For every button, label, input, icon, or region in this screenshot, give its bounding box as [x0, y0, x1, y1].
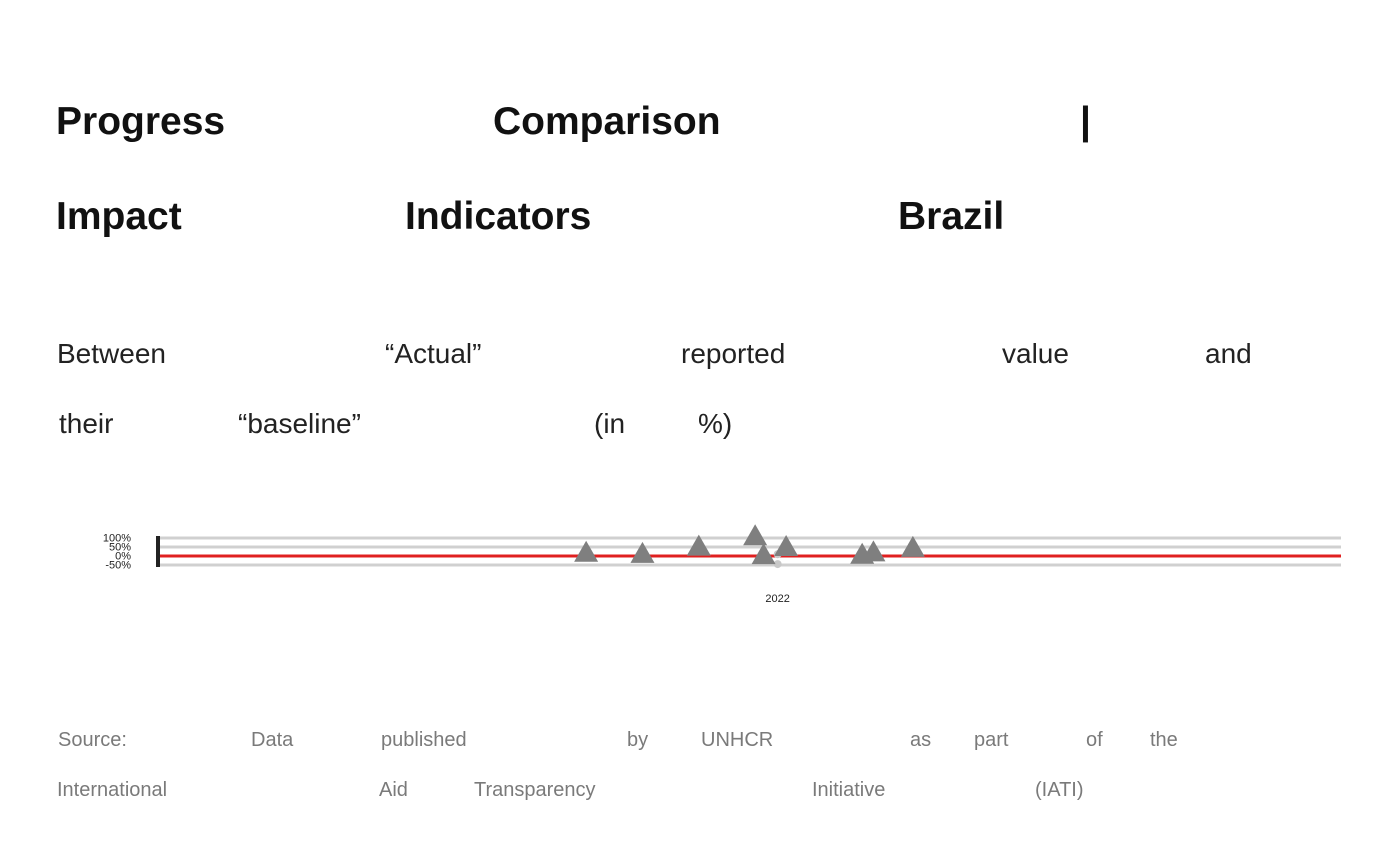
data-point-triangle — [630, 541, 655, 563]
title-word-3: | — [1080, 100, 1091, 143]
source-word-1: Source: — [58, 729, 127, 751]
data-point-triangle — [774, 535, 799, 556]
subtitle-word-1: Between — [57, 338, 166, 369]
subtitle-word-4: value — [1002, 338, 1069, 369]
source-word-12: Transparency — [474, 779, 596, 801]
x-tick-label: 2022 — [765, 593, 789, 605]
subtitle-word-3: reported — [681, 338, 786, 369]
y-tick-labels: 100%50%0%-50% — [103, 533, 131, 572]
subtitle-word-7: “baseline” — [238, 408, 361, 439]
source-word-11: Aid — [379, 779, 408, 801]
subtitle-word-9: %) — [698, 408, 733, 439]
subtitle-word-5: and — [1205, 338, 1252, 369]
data-point-triangle — [900, 535, 925, 557]
x-tick-labels: 2022 — [765, 593, 789, 605]
y-tick-label: 100% — [103, 533, 131, 545]
title-word-6: Brazil — [898, 195, 1005, 238]
data-point-triangle — [743, 524, 768, 546]
data-point-triangle — [686, 534, 711, 556]
y-tick-label: -50% — [105, 560, 131, 572]
title-word-5: Indicators — [405, 195, 592, 238]
source-word-2: Data — [251, 729, 294, 751]
source-word-6: as — [910, 729, 932, 751]
source-word-8: of — [1086, 729, 1103, 751]
subtitle-word-2: “Actual” — [385, 338, 482, 369]
data-point-light — [773, 560, 782, 569]
source-word-7: part — [974, 729, 1009, 751]
source-word-10: International — [57, 779, 168, 801]
data-point-triangle — [751, 543, 776, 565]
source-word-9: the — [1150, 729, 1178, 751]
source-word-3: published — [381, 729, 467, 751]
data-point-triangle — [861, 540, 886, 562]
title-word-4: Impact — [56, 195, 182, 238]
source-word-14: (IATI) — [1035, 779, 1084, 801]
progress-chart: 100%50%0%-50% 2022 — [103, 524, 1341, 605]
title-word-1: Progress — [56, 100, 226, 143]
source-word-5: UNHCR — [701, 729, 774, 751]
y-tick-label: 50% — [109, 542, 131, 554]
data-point-triangle — [574, 540, 599, 562]
subtitle-word-6: their — [59, 408, 114, 439]
y-tick-label: 0% — [115, 551, 131, 563]
source-word-13: Initiative — [812, 779, 886, 801]
data-points — [574, 524, 925, 569]
source-word-4: by — [627, 729, 649, 751]
subtitle-word-8: (in — [594, 408, 626, 439]
title-word-2: Comparison — [493, 100, 721, 143]
